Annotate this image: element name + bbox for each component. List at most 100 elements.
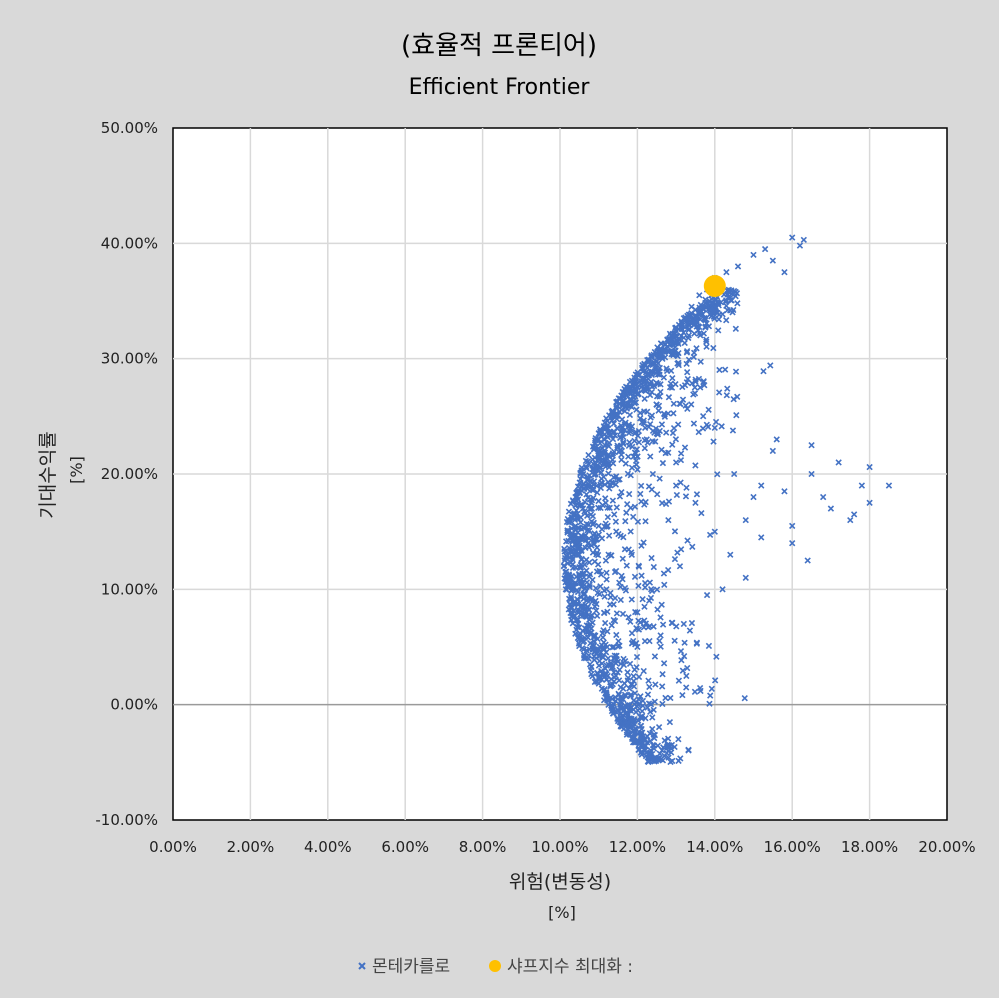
point-stroke: [584, 458, 592, 465]
monte-carlo-point: [589, 487, 597, 494]
point-stroke: [617, 596, 624, 604]
monte-carlo-point: [590, 537, 597, 545]
point-stroke: [646, 391, 654, 399]
monte-carlo-point: [693, 314, 701, 321]
point-stroke: [659, 700, 666, 708]
monte-carlo-point: [629, 443, 636, 450]
point-stroke: [615, 715, 622, 723]
point-stroke: [660, 660, 668, 667]
monte-carlo-point: [637, 409, 644, 417]
monte-carlo-point: [646, 597, 653, 604]
point-stroke: [656, 637, 663, 645]
point-stroke: [683, 672, 690, 680]
point-stroke: [700, 413, 707, 420]
monte-carlo-point: [610, 616, 617, 624]
monte-carlo-point: [709, 301, 716, 308]
point-stroke: [628, 464, 636, 471]
monte-carlo-point: [734, 300, 741, 307]
point-stroke: [628, 549, 635, 556]
monte-carlo-point: [613, 504, 620, 511]
point-stroke: [572, 537, 579, 545]
point-stroke: [658, 601, 665, 608]
point-stroke: [589, 673, 596, 680]
point-stroke: [858, 482, 866, 489]
point-stroke: [583, 520, 590, 528]
point-stroke: [677, 479, 684, 486]
monte-carlo-point: [617, 596, 624, 604]
point-stroke: [564, 527, 572, 535]
point-stroke: [590, 471, 598, 479]
monte-carlo-point: [672, 482, 680, 489]
point-stroke: [632, 387, 639, 395]
point-stroke: [683, 348, 691, 355]
point-stroke: [658, 421, 666, 428]
monte-carlo-point: [705, 406, 712, 413]
point-stroke: [658, 747, 666, 754]
point-stroke: [633, 653, 641, 661]
point-stroke: [622, 460, 629, 467]
point-stroke: [709, 301, 716, 308]
point-stroke: [665, 516, 672, 524]
point-stroke: [651, 653, 659, 660]
monte-carlo-point: [847, 516, 854, 524]
monte-carlo-point: [625, 387, 632, 394]
monte-carlo-point: [644, 371, 652, 379]
point-stroke: [579, 505, 587, 512]
point-stroke: [562, 568, 569, 576]
point-stroke: [604, 697, 611, 704]
point-stroke: [680, 620, 688, 628]
monte-carlo-point: [700, 413, 707, 420]
point-stroke: [577, 564, 584, 571]
point-stroke: [605, 464, 613, 471]
point-stroke: [576, 551, 583, 558]
point-stroke: [703, 343, 710, 350]
point-stroke: [659, 671, 666, 678]
monte-carlo-point: [640, 417, 647, 424]
point-stroke: [729, 427, 737, 434]
monte-carlo-point: [647, 708, 654, 716]
point-stroke: [584, 527, 591, 534]
monte-carlo-point: [734, 393, 741, 400]
monte-carlo-point: [640, 379, 648, 386]
x-tick-label: 10.00%: [531, 838, 588, 856]
point-stroke: [566, 534, 574, 541]
point-stroke: [715, 389, 723, 396]
point-stroke: [720, 291, 728, 298]
monte-carlo-point: [620, 433, 627, 441]
point-stroke: [649, 714, 656, 721]
point-stroke: [583, 579, 591, 586]
y-tick-label: 0.00%: [110, 696, 158, 714]
monte-carlo-point: [723, 269, 730, 276]
monte-carlo-point: [592, 585, 600, 592]
monte-carlo-point: [567, 559, 575, 566]
monte-carlo-point: [647, 700, 655, 708]
point-stroke: [674, 338, 682, 346]
monte-carlo-point: [664, 735, 672, 742]
monte-carlo-point: [665, 516, 672, 524]
monte-carlo-point: [659, 700, 666, 708]
point-stroke: [702, 296, 709, 303]
monte-carlo-point: [641, 584, 649, 591]
point-stroke: [613, 610, 621, 617]
monte-carlo-point: [627, 472, 634, 479]
point-stroke: [734, 263, 742, 270]
monte-carlo-point: [639, 736, 646, 743]
monte-carlo-point: [569, 610, 576, 617]
point-stroke: [650, 563, 657, 571]
point-stroke: [663, 743, 671, 750]
monte-carlo-point: [594, 589, 601, 597]
monte-carlo-point: [631, 573, 639, 580]
monte-carlo-point: [819, 493, 827, 501]
monte-carlo-point: [665, 394, 673, 401]
point-stroke: [607, 589, 614, 597]
monte-carlo-point: [681, 639, 688, 646]
monte-carlo-point: [588, 663, 595, 671]
monte-carlo-point: [703, 336, 710, 343]
point-stroke: [594, 589, 601, 597]
monte-carlo-point: [703, 343, 710, 350]
point-stroke: [684, 664, 691, 672]
point-stroke: [699, 311, 706, 318]
monte-carlo-point: [688, 380, 696, 387]
point-stroke: [627, 528, 634, 535]
point-stroke: [669, 374, 676, 382]
